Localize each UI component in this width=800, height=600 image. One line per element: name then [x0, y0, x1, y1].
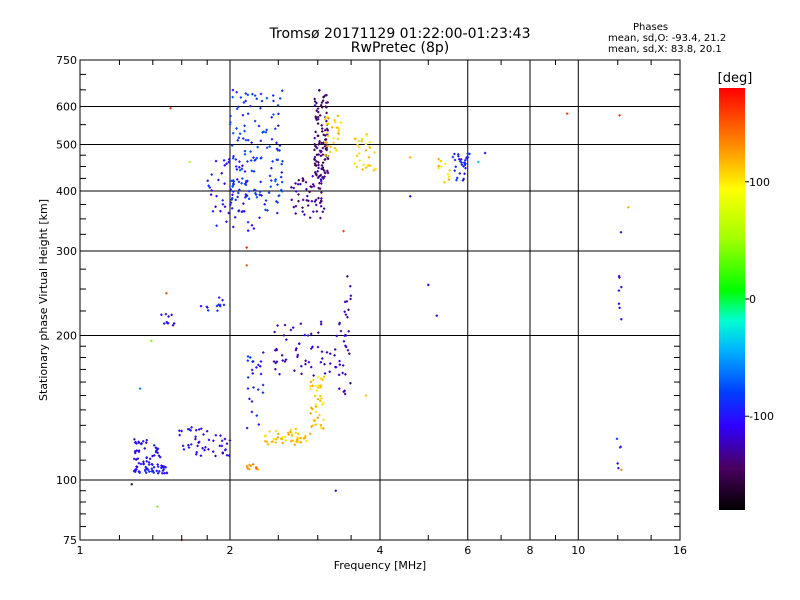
x-tick-label: 2: [227, 544, 234, 557]
minor-ticks: [80, 60, 680, 540]
colorbar-tick-label: 100: [749, 176, 770, 189]
x-axis-label: Frequency [MHz]: [334, 559, 426, 572]
phase-info-heading: Phases: [633, 22, 669, 33]
phase-info-x-mode: mean, sd,X: 83.8, 20.1: [608, 44, 722, 55]
y-tick-label: 600: [56, 101, 77, 114]
x-tick-label: 8: [527, 544, 534, 557]
y-tick-label: 750: [56, 54, 77, 67]
y-tick-labels: 75 100 200 300 400 500 600 750: [56, 54, 77, 547]
y-tick-label: 100: [56, 474, 77, 487]
y-tick-label: 200: [56, 330, 77, 343]
x-tick-label: 10: [571, 544, 585, 557]
colorbar-tick-label: 0: [749, 293, 756, 306]
x-tick-label: 1: [77, 544, 84, 557]
phase-info-o-mode: mean, sd,O: -93.4, 21.2: [608, 33, 727, 44]
chart-title-line-2: RwPretec (8p): [350, 40, 450, 56]
y-tick-label: 500: [56, 139, 77, 152]
x-tick-label: 4: [377, 544, 384, 557]
colorbar-tick-label: -100: [749, 410, 774, 423]
y-tick-label: 75: [63, 534, 77, 547]
colorbar: [719, 88, 745, 510]
data-points: [130, 88, 630, 542]
chart-title-line-1: Tromsø 20171129 01:22:00-01:23:43: [269, 26, 531, 42]
colorbar-ticks: 100 0 -100: [745, 176, 774, 423]
plot-frame: [79, 59, 681, 541]
x-tick-label: 16: [673, 544, 687, 557]
grid-lines: [80, 60, 680, 540]
x-tick-label: 6: [464, 544, 471, 557]
x-tick-labels: 1 2 4 6 8 10 16: [77, 544, 688, 557]
y-tick-label: 400: [56, 185, 77, 198]
y-tick-label: 300: [56, 245, 77, 258]
y-axis-label: Stationary phase Virtual Height [km]: [37, 199, 50, 401]
colorbar-unit: [deg]: [718, 71, 753, 86]
